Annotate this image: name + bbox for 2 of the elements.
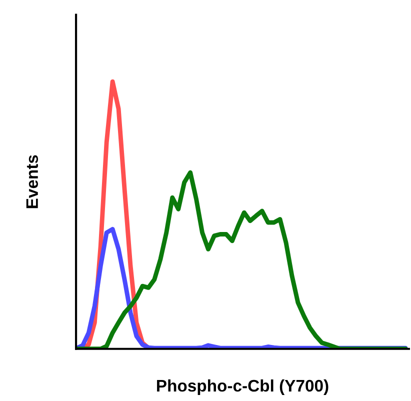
x-axis-title: Phospho-c-Cbl (Y700) xyxy=(157,379,328,395)
y-axis-title: Events xyxy=(26,155,38,208)
